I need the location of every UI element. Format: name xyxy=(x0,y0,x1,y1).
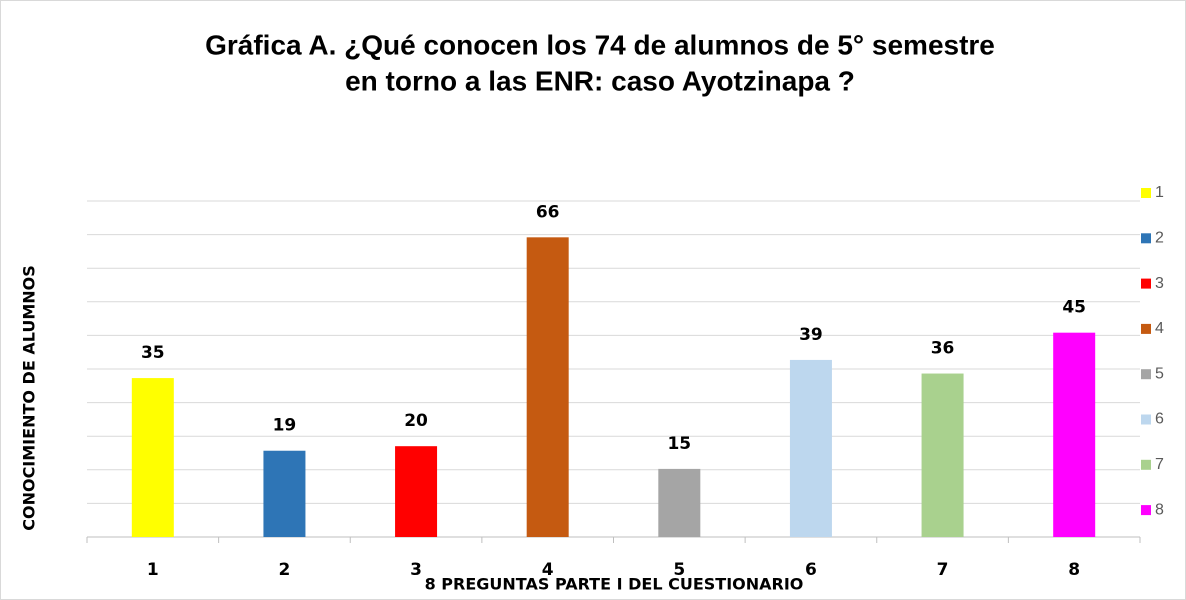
legend-label: 2 xyxy=(1155,230,1164,247)
legend-swatch xyxy=(1141,414,1151,425)
legend-label: 5 xyxy=(1155,365,1164,382)
x-axis-title: 8 PREGUNTAS PARTE I DEL CUESTIONARIO xyxy=(425,575,804,594)
bar xyxy=(789,359,832,537)
data-label: 39 xyxy=(799,325,823,345)
x-tick-label: 8 xyxy=(1068,560,1080,580)
y-axis-title: CONOCIMIENTO DE ALUMNOS xyxy=(20,265,39,531)
legend-swatch xyxy=(1141,369,1151,380)
legend-swatch xyxy=(1141,278,1151,289)
bar xyxy=(395,446,438,537)
data-label: 66 xyxy=(536,202,560,222)
x-tick-label: 1 xyxy=(147,560,159,580)
legend-swatch xyxy=(1141,188,1151,198)
x-tick-label: 3 xyxy=(410,560,422,580)
bar xyxy=(1053,332,1096,537)
x-tick-label: 2 xyxy=(279,560,291,580)
legend-swatch xyxy=(1141,323,1151,334)
legend-label: 4 xyxy=(1155,320,1164,337)
bar xyxy=(263,450,306,537)
bar xyxy=(131,378,174,537)
legend-label: 6 xyxy=(1155,411,1164,428)
bar xyxy=(921,373,964,537)
bar xyxy=(526,237,569,537)
data-label: 45 xyxy=(1062,298,1086,318)
data-label: 35 xyxy=(141,343,165,363)
legend-swatch xyxy=(1141,505,1151,516)
legend-label: 7 xyxy=(1155,456,1164,473)
chart-title: Gráfica A. ¿Qué conocen los 74 de alumno… xyxy=(205,29,995,60)
x-tick-label: 4 xyxy=(542,560,554,580)
x-tick-label: 5 xyxy=(673,560,685,580)
data-label: 36 xyxy=(931,339,955,359)
bar xyxy=(658,468,701,537)
legend-label: 1 xyxy=(1155,184,1164,201)
x-tick-label: 7 xyxy=(937,560,949,580)
data-label: 15 xyxy=(667,434,691,454)
legend-label: 3 xyxy=(1155,275,1164,292)
chart-title: en torno a las ENR: caso Ayotzinapa ? xyxy=(345,65,855,96)
data-label: 20 xyxy=(404,411,428,431)
legend-swatch xyxy=(1141,233,1151,244)
x-tick-label: 6 xyxy=(805,560,817,580)
legend-swatch xyxy=(1141,459,1151,470)
legend-label: 8 xyxy=(1155,501,1164,518)
data-label: 19 xyxy=(273,416,297,436)
